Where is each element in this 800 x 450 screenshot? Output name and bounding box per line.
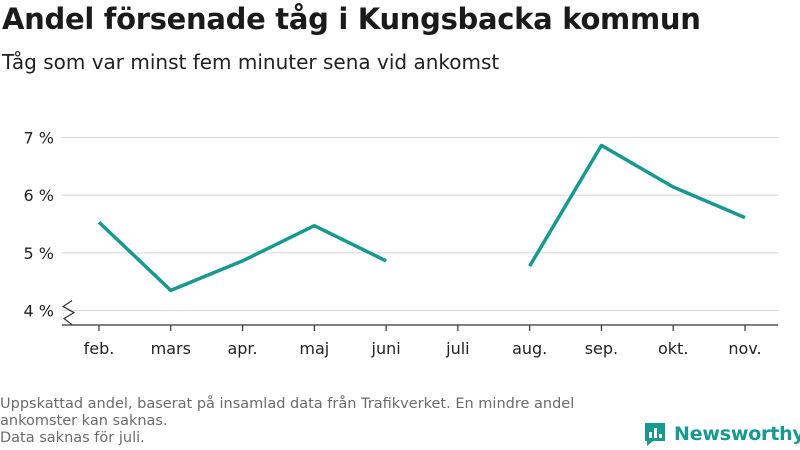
axis-break-icon <box>61 300 76 326</box>
x-tick-label: okt. <box>658 339 688 358</box>
series-line <box>528 143 746 267</box>
x-tick-label: juli <box>445 339 469 358</box>
x-tick-label: mars <box>151 339 191 358</box>
footnote: Uppskattad andel, baserat på insamlad da… <box>0 396 640 447</box>
series-lines <box>97 143 746 293</box>
x-tick-label: feb. <box>84 339 115 358</box>
y-axis: 4 % 5 % 6 % 7 % <box>24 128 76 326</box>
newsworthy-logo-icon <box>645 423 665 446</box>
y-tick-label: 6 % <box>24 186 54 205</box>
x-tick-label: nov. <box>728 339 761 358</box>
y-tick-label: 4 % <box>24 302 54 321</box>
x-tick-label: aug. <box>512 339 547 358</box>
chart-subtitle: Tåg som var minst fem minuter sena vid a… <box>2 50 500 74</box>
brand-name: Newsworthy <box>674 423 800 445</box>
y-tick-label: 5 % <box>24 244 54 263</box>
footnote-line: Uppskattad andel, baserat på insamlad da… <box>0 396 575 412</box>
x-tick-label: maj <box>299 339 329 358</box>
footnote-line: ankomster kan saknas. <box>0 413 168 429</box>
y-tick-label: 7 % <box>24 128 54 147</box>
chart-title: Andel försenade tåg i Kungsbacka kommun <box>2 2 701 36</box>
series-line <box>97 220 387 293</box>
brand-logo: Newsworthy <box>643 420 800 448</box>
x-tick-label: sep. <box>585 339 618 358</box>
x-axis: feb. mars apr. maj juni juli aug. sep. okt. nov. <box>62 324 778 358</box>
x-tick-label: juni <box>371 339 401 358</box>
x-tick-label: apr. <box>227 339 257 358</box>
gridlines <box>62 136 778 312</box>
footnote-line: Data saknas för juli. <box>0 430 145 446</box>
